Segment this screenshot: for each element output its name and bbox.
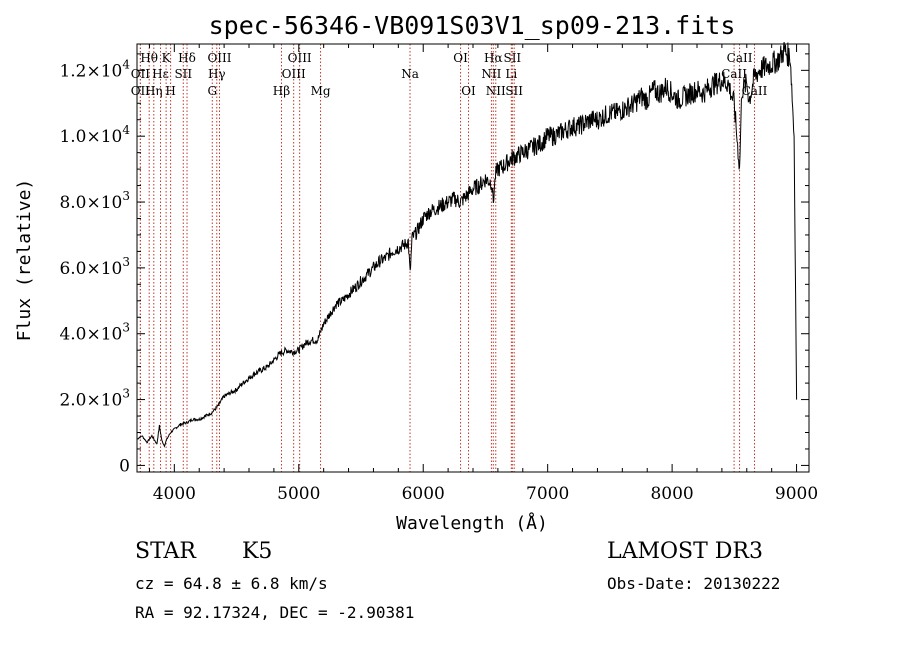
spectral-line-label: Na <box>401 67 419 81</box>
x-axis: 4000 5000 6000 7000 8000 9000 <box>148 44 818 504</box>
spectral-line-label: OI <box>461 84 476 98</box>
x-axis-label: Wavelength (Å) <box>396 512 548 534</box>
spectral-line-label: SII <box>505 84 523 98</box>
y-tick-label: 6.0×103 <box>59 255 130 279</box>
x-tick-label: 9000 <box>775 484 818 504</box>
y-tick-label: 8.0×103 <box>59 189 130 213</box>
spectral-line-label: OIII <box>207 51 231 65</box>
spectral-line-label: SII <box>174 67 192 81</box>
plot-frame <box>136 43 810 473</box>
spectral-line-label: OIII <box>288 51 312 65</box>
spectral-line-label: NII <box>481 67 501 81</box>
x-tick-label: 8000 <box>650 484 693 504</box>
spectral-line-label: OII <box>131 84 151 98</box>
spectral-line-markers <box>139 44 755 472</box>
spectral-line-label: OIII <box>282 67 306 81</box>
spectral-line-label: K <box>162 51 172 65</box>
y-tick-label: 4.0×103 <box>59 321 130 345</box>
survey-name: LAMOST DR3 <box>607 539 763 564</box>
spectral-line-label: CaII <box>727 51 753 65</box>
spectral-line-label: OII <box>131 67 151 81</box>
spectral-line-label: SII <box>503 51 521 65</box>
spectral-line-label: Hα <box>484 51 503 65</box>
spectral-line-label: CaII <box>721 67 747 81</box>
x-tick-label: 7000 <box>526 484 569 504</box>
spectral-line-label: Mg <box>311 84 331 98</box>
spectral-line-label: Hδ <box>178 51 196 65</box>
spectral-line-label: OI <box>453 51 468 65</box>
spectral-line-label: Hβ <box>273 84 290 98</box>
spectral-line-label: Hε <box>152 67 169 81</box>
spectral-line-label: Hθ <box>140 51 158 65</box>
spectral-line-label: Hη <box>145 84 163 98</box>
spectral-line-label: Hγ <box>208 67 226 81</box>
x-tick-label: 5000 <box>277 484 320 504</box>
spectrum-line <box>136 42 798 448</box>
spectral-line-label: G <box>207 84 217 98</box>
x-tick-label: 4000 <box>153 484 196 504</box>
chart-title: spec-56346-VB091S03V1_sp09-213.fits <box>209 11 736 40</box>
y-tick-label: 2.0×103 <box>59 387 130 411</box>
x-tick-label: 6000 <box>402 484 445 504</box>
redshift-text: cz = 64.8 ± 6.8 km/s <box>135 574 328 593</box>
object-class: STAR <box>135 539 196 564</box>
spectral-line-label: H <box>165 84 175 98</box>
y-axis-label: Flux (relative) <box>14 179 35 342</box>
observation-date: Obs-Date: 20130222 <box>607 574 781 593</box>
object-subclass: K5 <box>242 539 273 564</box>
y-tick-label: 0 <box>119 456 130 476</box>
y-tick-label: 1.2×104 <box>59 57 130 81</box>
y-tick-label: 1.0×104 <box>59 123 130 147</box>
spectral-line-label: Li <box>505 67 517 81</box>
spectral-line-label: NII <box>486 84 506 98</box>
coordinates-text: RA = 92.17324, DEC = -2.90381 <box>135 603 415 622</box>
y-axis: 0 2.0×103 4.0×103 6.0×103 8.0×103 1.0×104 1.2×… <box>59 53 809 476</box>
